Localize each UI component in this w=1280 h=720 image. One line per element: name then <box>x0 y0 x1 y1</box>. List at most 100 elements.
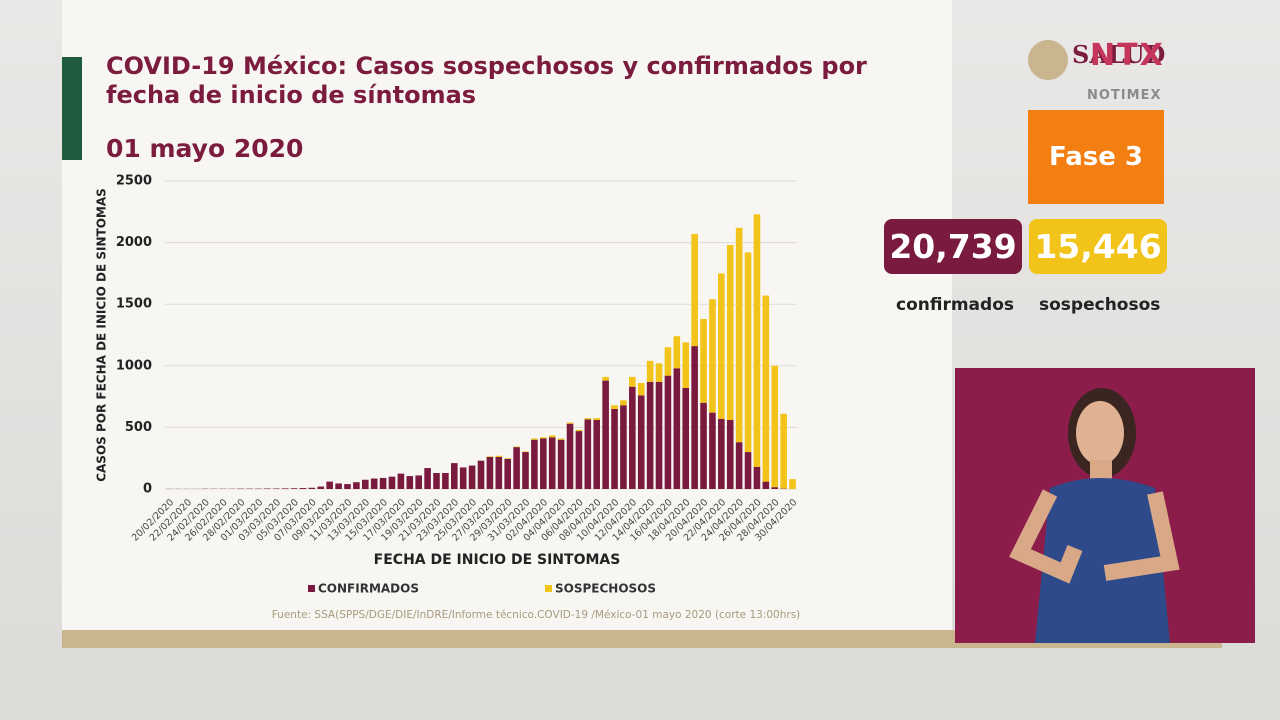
bar-segment <box>637 395 645 489</box>
bar-segment <box>290 488 298 489</box>
interpreter <box>1009 388 1180 643</box>
bar-segment <box>468 465 476 489</box>
bar-segment <box>718 418 725 489</box>
bar-segment <box>789 479 796 489</box>
bar-segment <box>629 376 636 387</box>
bar-segment <box>513 447 520 489</box>
bar-segment <box>762 295 770 482</box>
bar-segment <box>486 456 494 457</box>
bar-segment <box>326 481 333 489</box>
x-axis-title: FECHA DE INICIO DE SINTOMAS <box>374 552 621 568</box>
bar-segment <box>353 482 360 489</box>
bar-segment <box>629 386 636 489</box>
y-tick-label: 2500 <box>116 174 152 189</box>
bar-segment <box>762 481 770 489</box>
band <box>62 630 1222 648</box>
bar-segment <box>504 458 511 489</box>
y-tick-label: 1500 <box>116 297 152 312</box>
logo: SALUD <box>1072 40 1166 69</box>
suspected-label: sospechosos <box>1039 295 1161 315</box>
bar-segment <box>584 419 592 489</box>
bar-segment <box>557 439 565 489</box>
bar-segment <box>726 245 734 421</box>
bar-segment <box>691 346 698 489</box>
bar-segment <box>540 437 547 439</box>
bar-segment <box>522 452 529 489</box>
bar-segment <box>308 487 316 489</box>
bar-segment <box>299 488 307 489</box>
legend-swatch <box>545 585 552 592</box>
bar-segment <box>744 252 752 453</box>
bar-segment <box>646 360 654 382</box>
bar-segment <box>379 477 387 489</box>
y-tick-label: 2000 <box>116 235 152 250</box>
bar-segment <box>344 484 351 489</box>
legend-swatch <box>308 585 315 592</box>
channel-subtitle: NOTIMEX <box>1087 88 1162 103</box>
suspected-count: 15,446 <box>1029 219 1167 274</box>
bar-segment <box>575 429 583 432</box>
bar-segment <box>611 408 618 489</box>
bar-segment <box>593 418 601 421</box>
bar-segment <box>655 381 663 489</box>
legend-label: SOSPECHOSOS <box>555 582 656 596</box>
bar-segment <box>620 405 627 489</box>
bar-segment <box>602 376 609 381</box>
source: Fuente: SSA(SPPS/DGE/DIE/InDRE/Informe t… <box>272 609 801 621</box>
bar-segment <box>531 439 538 489</box>
bar-segment <box>424 468 431 489</box>
bar-segment <box>575 431 583 489</box>
bar-segment <box>566 423 574 489</box>
phase-box: Fase 3 <box>1028 110 1164 204</box>
bar-segment <box>548 437 556 489</box>
accent-bar <box>62 57 82 160</box>
dress <box>1035 478 1170 643</box>
panel <box>62 0 952 630</box>
bar-segment <box>584 418 592 420</box>
bar-segment <box>673 368 681 489</box>
bar-segment <box>433 472 440 489</box>
bar-segment <box>735 227 743 443</box>
bar-segment <box>451 463 458 489</box>
bar-segment <box>655 363 663 382</box>
bar-segment <box>753 466 761 489</box>
bar-segment <box>744 452 752 489</box>
chart-title: COVID-19 México: Casos sospechosos y con… <box>106 52 867 109</box>
y-axis-title: CASOS POR FECHA DE INICIO DE SINTOMAS <box>95 188 109 482</box>
bar-segment <box>691 233 698 347</box>
bar-segment <box>637 383 645 396</box>
bar-segment <box>540 438 547 489</box>
bar-segment <box>700 402 707 489</box>
bar-segment <box>388 476 396 489</box>
bar-segment <box>477 460 485 489</box>
y-tick-label: 1000 <box>116 358 152 373</box>
bar-segment <box>620 400 627 406</box>
bar-segment <box>664 347 672 376</box>
bar-segment <box>602 380 609 489</box>
face <box>1076 401 1124 465</box>
confirmed-count: 20,739 <box>884 219 1022 274</box>
legend-label: CONFIRMADOS <box>318 582 419 596</box>
bar-segment <box>673 336 681 369</box>
bar-segment <box>771 487 779 489</box>
bar-segment <box>495 456 503 489</box>
bar-segment <box>442 472 449 489</box>
bar-segment <box>459 467 467 489</box>
interpreter-video <box>955 368 1255 643</box>
bar-segment <box>566 422 574 424</box>
bar-segment <box>646 381 654 489</box>
bar-segment <box>780 413 787 489</box>
y-tick-label: 500 <box>125 420 152 435</box>
bar-segment <box>709 299 716 413</box>
bar-segment <box>415 475 422 489</box>
bar-segment <box>486 456 494 489</box>
bar-segment <box>335 483 342 489</box>
bar-segment <box>709 412 716 489</box>
bar-segment <box>611 405 618 409</box>
seal <box>1028 40 1068 80</box>
bar-segment <box>513 446 520 448</box>
bar-segment <box>664 375 672 489</box>
bar-segment <box>522 451 529 453</box>
bar-segment <box>317 486 325 489</box>
